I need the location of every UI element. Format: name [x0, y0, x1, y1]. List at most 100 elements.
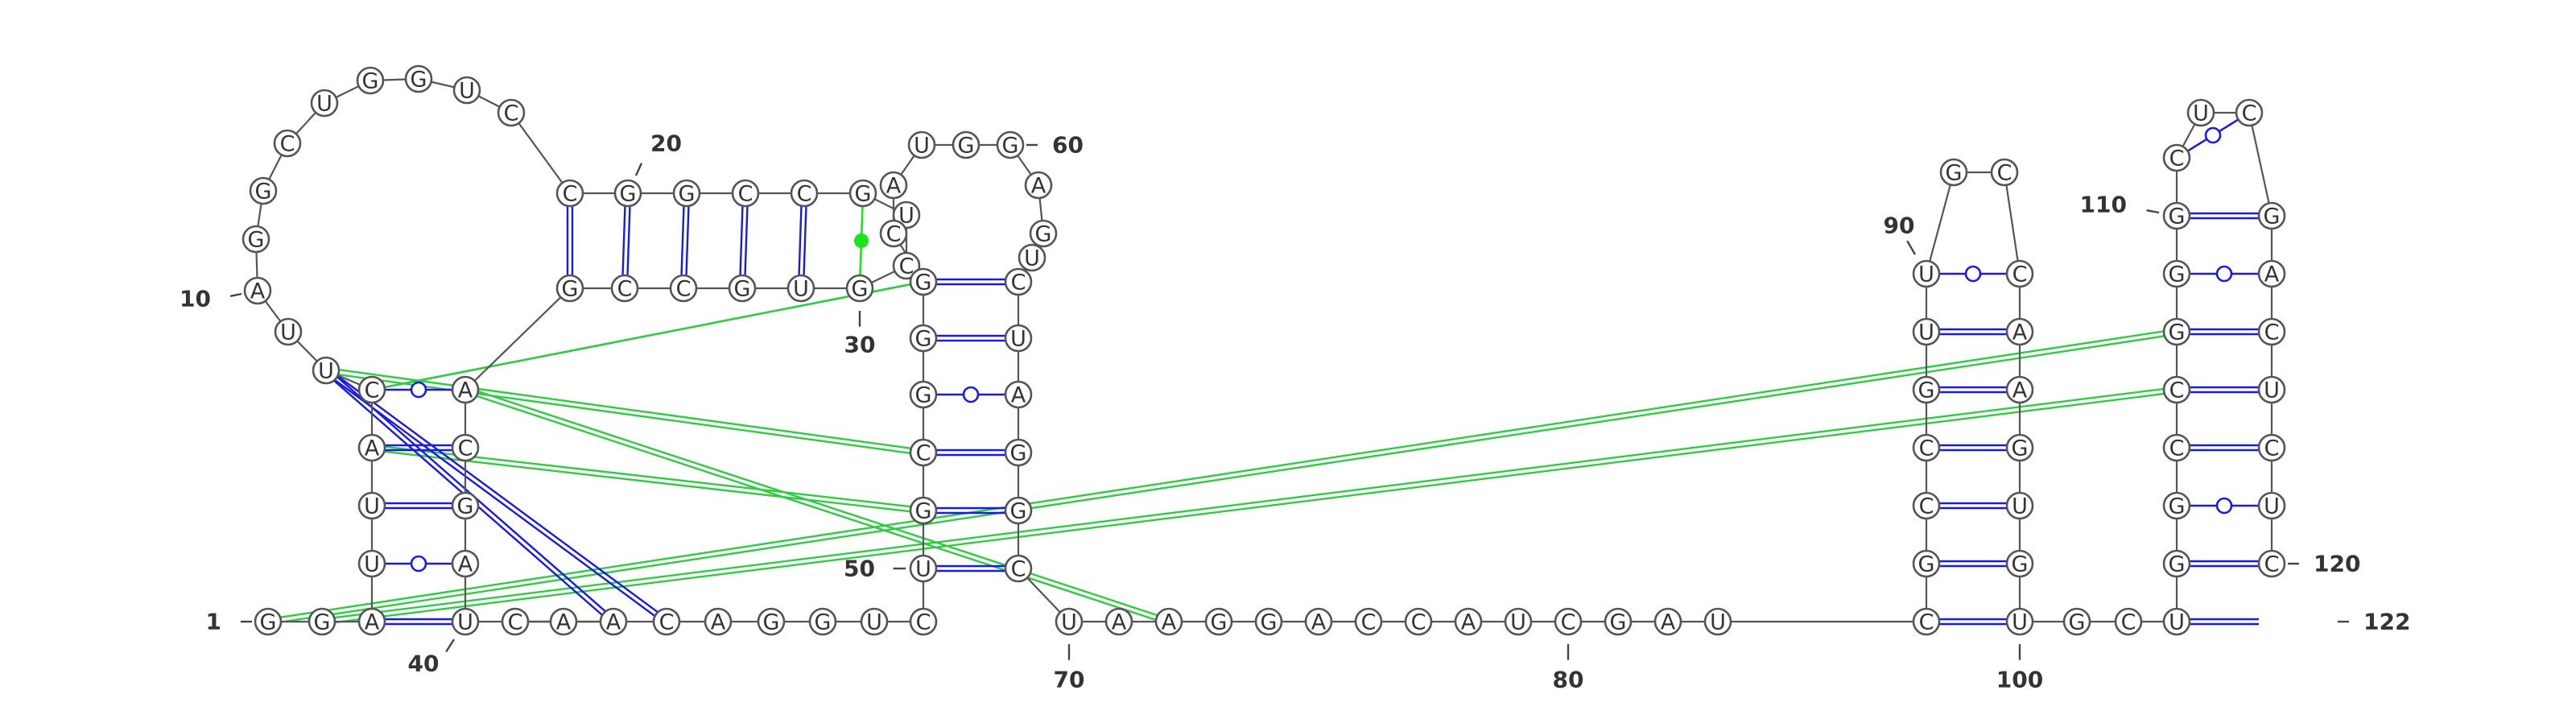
nucleotide-letter: U	[1710, 610, 1726, 635]
nucleotide-55: G	[909, 267, 938, 296]
nucleotide-letter: U	[1061, 610, 1077, 635]
nucleotide-49: C	[909, 607, 938, 636]
nucleotide-letter: U	[915, 557, 931, 582]
nucleotide-89: U	[1912, 317, 1941, 346]
nucleotide-letter: U	[898, 204, 914, 229]
nucleotide-letter: C	[1997, 161, 2013, 186]
base-pair-noncanonical	[2186, 118, 2240, 152]
nucleotide-letter: A	[606, 610, 621, 635]
nucleotide-letter: U	[1510, 610, 1526, 635]
position-number-label: 80	[1553, 667, 1584, 693]
nucleotide-letter: A	[1112, 610, 1127, 635]
nucleotide-letter: U	[1918, 263, 1934, 287]
nucleotide-59: G	[952, 130, 980, 159]
nucleotide-letter: G	[2169, 320, 2186, 345]
nucleotide-letter: U	[1918, 320, 1934, 345]
nucleotide-5: U	[357, 491, 386, 520]
nucleotide-letter: G	[260, 610, 277, 635]
backbone-segment	[2248, 112, 2273, 217]
nucleotide-76: C	[1354, 607, 1383, 636]
nucleotide-71: A	[1104, 607, 1133, 636]
nucleotide-letter: C	[2264, 320, 2280, 345]
base-pair-canonical	[2190, 328, 2259, 336]
position-number: 20	[634, 130, 682, 176]
nucleotide-3: A	[357, 607, 386, 636]
nucleotide-53: G	[909, 380, 938, 409]
backbone-segment	[464, 287, 571, 391]
nucleotide-letter: C	[797, 182, 812, 207]
base-pair-canonical	[1939, 386, 2007, 394]
position-number-label: 60	[1052, 132, 1084, 159]
nucleotide-16: G	[404, 64, 433, 93]
nucleotide-39: A	[451, 549, 480, 578]
nucleotide-65: U	[1004, 324, 1033, 353]
nucleotide-86: C	[1912, 491, 1941, 520]
nucleotide-35: G	[555, 274, 584, 303]
nucleotide-letter: G	[2169, 263, 2186, 287]
tertiary-interaction	[334, 375, 658, 617]
nucleotide-letter: G	[2012, 552, 2029, 577]
nucleotide-letter: C	[2169, 147, 2185, 172]
nucleotide-letter: U	[866, 610, 882, 635]
nucleotide-letter: U	[2169, 610, 2185, 635]
base-pair-noncanonical	[2190, 497, 2259, 515]
nucleotide-letter: U	[2264, 378, 2280, 403]
nucleotide-105: G	[2162, 491, 2191, 520]
nucleotide-letter: C	[2242, 101, 2257, 126]
nucleotide-letter: C	[1411, 610, 1426, 635]
nucleotide-78: A	[1454, 607, 1483, 636]
nucleotide-letter: G	[255, 180, 272, 205]
nucleotide-83: U	[1703, 607, 1732, 636]
position-number: 100	[1996, 644, 2043, 693]
nucleotide-61: A	[1024, 171, 1053, 200]
nucleotide-48: U	[860, 607, 889, 636]
nucleotide-letter: A	[556, 610, 572, 635]
nucleotide-45: A	[704, 607, 733, 636]
base-pair-canonical	[1939, 560, 2007, 568]
base-pairs	[385, 118, 2259, 626]
base-pair-canonical	[1939, 328, 2007, 336]
nucleotide-15: G	[356, 66, 385, 95]
tertiary-interactions	[280, 283, 2165, 631]
position-number: 1	[206, 609, 252, 635]
nucleotide-letter: C	[916, 610, 931, 635]
nucleotide-24: G	[848, 179, 877, 208]
nucleotide-93: C	[1990, 158, 2019, 187]
nucleotide-letter: U	[2012, 494, 2028, 519]
nucleotide-98: U	[2005, 491, 2034, 520]
nucleotide-17: U	[452, 76, 481, 105]
nucleotide-72: A	[1154, 607, 1183, 636]
nucleotide-21: G	[672, 179, 701, 208]
nucleotide-50: U	[909, 554, 938, 583]
nucleotide-109: G	[2162, 259, 2191, 288]
nucleotide-70: U	[1055, 607, 1084, 636]
nucleotide-letter: G	[362, 69, 379, 94]
nucleotide-letter: G	[915, 327, 932, 352]
position-number: 80	[1553, 644, 1584, 693]
nucleotide-57: A	[879, 171, 908, 200]
nucleotide-44: C	[652, 607, 681, 636]
base-pair-canonical	[936, 278, 1005, 286]
nucleotide-letter: U	[318, 359, 334, 384]
backbone	[254, 77, 2273, 623]
nucleotide-letter: U	[364, 494, 380, 519]
nucleotide-79: U	[1504, 607, 1533, 636]
position-number-label: 110	[2080, 192, 2127, 218]
nucleotide-letter: C	[2264, 436, 2280, 461]
position-number-label: 50	[844, 556, 875, 582]
nucleotide-62: G	[1029, 219, 1058, 248]
nucleotide-letter: C	[2013, 263, 2028, 287]
base-pair-noncanonical	[2190, 265, 2259, 283]
nucleotide-107: C	[2162, 375, 2191, 404]
nucleotide-68: G	[1004, 496, 1033, 525]
nucleotide-letter: A	[1311, 610, 1327, 635]
nucleotide-letter: C	[2169, 378, 2185, 403]
position-number-label: 10	[180, 286, 211, 312]
nucleotide-31: U	[786, 274, 815, 303]
nucleotide-13: C	[273, 129, 302, 158]
nucleotide-117: U	[2257, 375, 2286, 404]
nucleotide-1: G	[254, 607, 283, 636]
nucleotide-20: G	[613, 179, 642, 208]
nucleotide-letter: G	[1918, 378, 1935, 403]
nucleotide-100: U	[2005, 607, 2034, 636]
